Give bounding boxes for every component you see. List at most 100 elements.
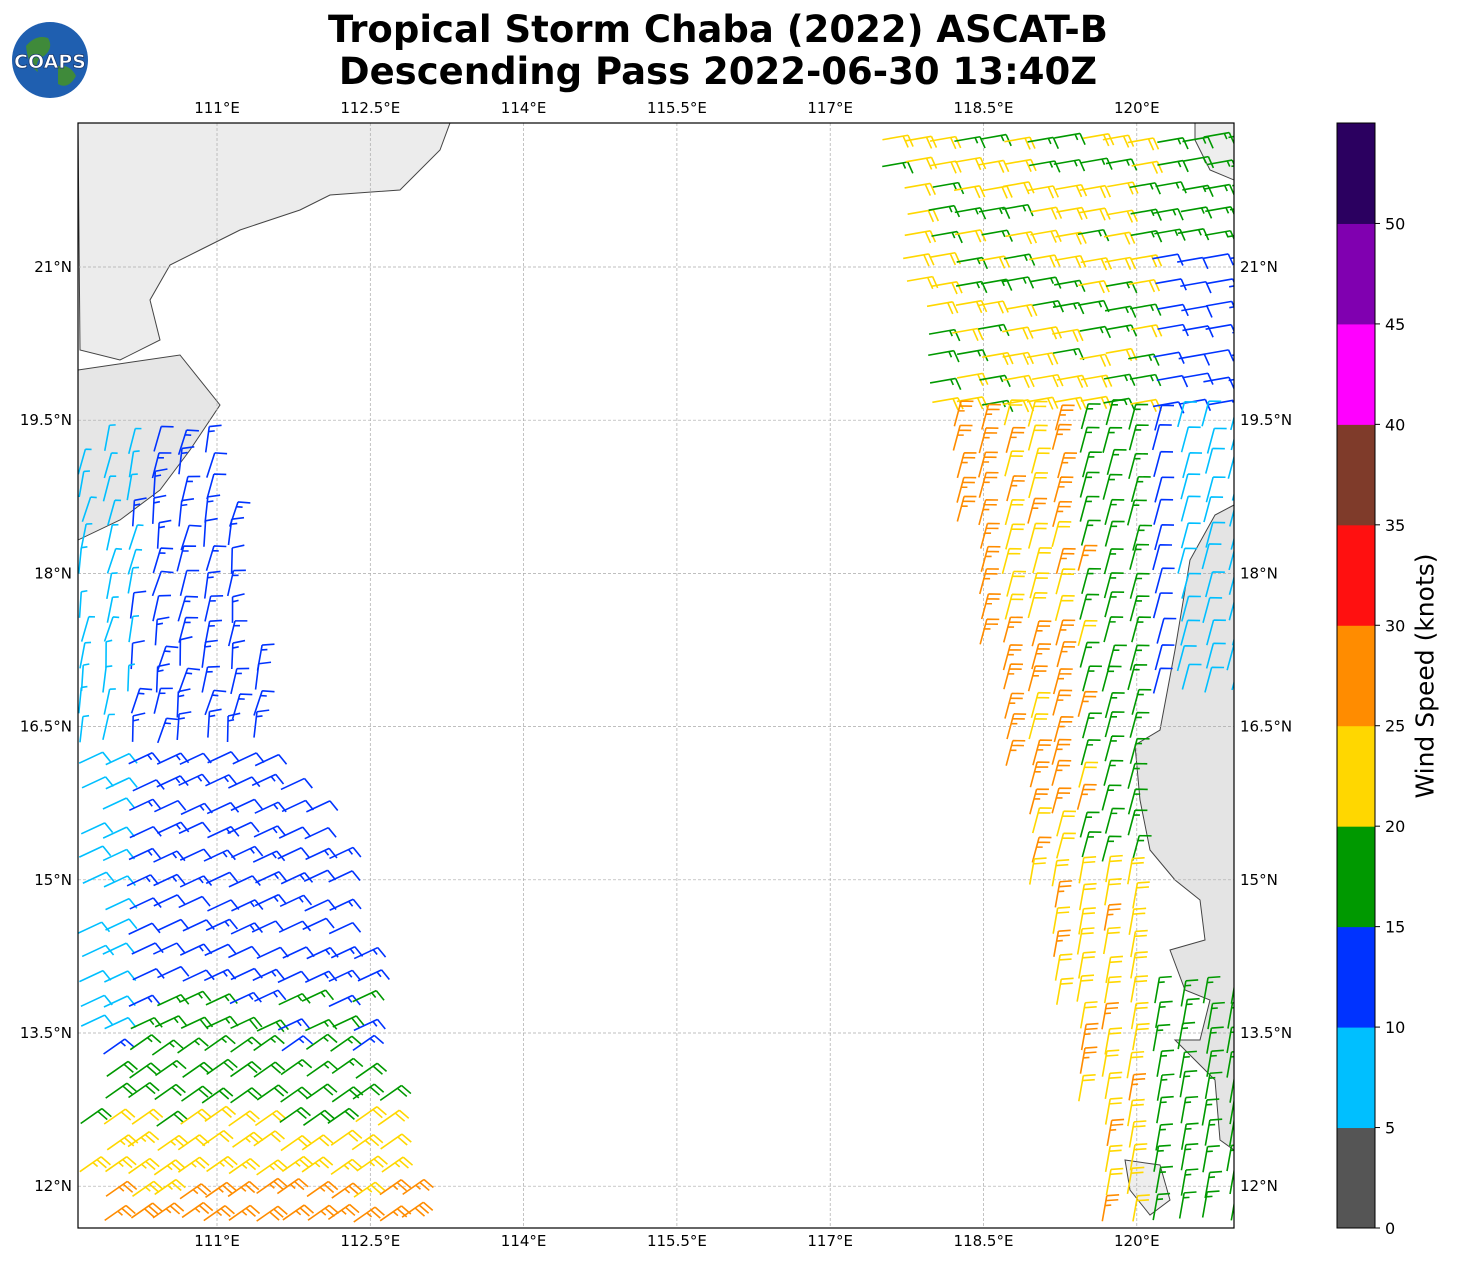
- lat-tick-label-left: 21°N: [34, 258, 72, 276]
- wind-barb: [179, 875, 213, 888]
- lon-tick-label-bottom: 118.5°E: [954, 1232, 1014, 1250]
- wind-barb: [80, 1014, 114, 1027]
- land-layer: [78, 123, 1234, 1228]
- wind-barb: [106, 596, 119, 623]
- colorbar-bin: [1337, 524, 1375, 626]
- wind-barb: [1127, 762, 1148, 789]
- wind-barb: [1106, 209, 1139, 223]
- wind-barb: [1129, 711, 1150, 738]
- wind-barb: [1027, 497, 1048, 524]
- wind-barb: [1076, 974, 1095, 1002]
- wind-barb: [1228, 378, 1234, 382]
- wind-barb: [982, 351, 1014, 366]
- wind-barb: [253, 709, 270, 738]
- wind-barb: [105, 777, 138, 790]
- wind-barb: [1103, 616, 1124, 643]
- wind-barb: [82, 871, 115, 884]
- wind-barb: [1131, 616, 1151, 643]
- wind-barb: [78, 685, 88, 714]
- wind-barb: [1154, 644, 1175, 671]
- wind-barb: [204, 1034, 236, 1052]
- wind-barb: [1154, 404, 1175, 431]
- wind-barb: [1104, 498, 1125, 526]
- wind-barb: [156, 775, 189, 788]
- wind-barb: [102, 475, 117, 502]
- wind-barb: [1031, 836, 1052, 863]
- wind-barb: [1030, 206, 1063, 220]
- wind-barb: [978, 471, 999, 498]
- wind-barb: [203, 849, 236, 862]
- wind-barb: [1005, 739, 1026, 766]
- wind-barb: [1104, 1144, 1123, 1173]
- wind-barb: [102, 797, 135, 810]
- wind-barb: [1207, 1001, 1225, 1030]
- wind-barb: [1026, 352, 1059, 366]
- wind-barb: [1005, 231, 1038, 245]
- wind-barb: [151, 570, 174, 597]
- wind-barb: [278, 920, 312, 933]
- wind-barb: [1230, 536, 1234, 550]
- wind-barb: [353, 1181, 386, 1198]
- wind-barb: [1181, 572, 1202, 599]
- colorbar-bin: [1337, 1027, 1375, 1129]
- wind-barb: [1153, 1144, 1171, 1172]
- wind-barb: [1131, 688, 1152, 715]
- wind-barb: [105, 918, 138, 931]
- wind-barb: [351, 1134, 384, 1151]
- wind-barb: [203, 1205, 235, 1222]
- wind-barb: [154, 799, 187, 813]
- wind-barb: [152, 942, 186, 955]
- wind-barb: [1029, 788, 1049, 815]
- wind-barb: [103, 1108, 136, 1125]
- wind-barb: [1051, 520, 1072, 548]
- wind-barb: [1031, 643, 1052, 670]
- wind-barb: [1204, 1118, 1223, 1146]
- wind-barb: [1105, 854, 1123, 883]
- wind-barb: [1076, 927, 1095, 955]
- wind-barb: [206, 801, 240, 815]
- wind-barb: [1127, 137, 1160, 151]
- wind-barb: [1080, 739, 1101, 766]
- colorbar-bin: [1337, 323, 1375, 425]
- wind-barb: [1206, 1026, 1224, 1054]
- lat-tick-label-right: 21°N: [1240, 258, 1278, 276]
- wind-barb: [251, 920, 285, 933]
- wind-barb: [154, 616, 170, 646]
- wind-barb: [1002, 644, 1023, 671]
- wind-barb: [80, 1107, 112, 1125]
- wind-barb: [1029, 572, 1050, 599]
- wind-barb: [1055, 619, 1076, 646]
- wind-barb: [128, 922, 161, 935]
- wind-barb: [127, 663, 136, 692]
- wind-barb: [1127, 1098, 1145, 1127]
- wind-barb: [1078, 856, 1097, 884]
- wind-barb: [1028, 713, 1049, 740]
- wind-barb: [1027, 592, 1048, 619]
- wind-barb: [252, 968, 285, 982]
- wind-barb: [78, 470, 90, 498]
- wind-barb: [1002, 351, 1034, 366]
- wind-barb: [1231, 400, 1234, 403]
- wind-barb: [1053, 476, 1074, 503]
- wind-barb: [179, 848, 213, 861]
- wind-barb: [1130, 929, 1148, 958]
- wind-barb: [130, 1202, 163, 1219]
- wind-barb: [1056, 810, 1076, 837]
- wind-barb: [1101, 1049, 1120, 1077]
- wind-barb: [230, 544, 245, 574]
- wind-barb: [329, 898, 362, 911]
- wind-barb: [1055, 183, 1088, 198]
- wind-barb: [227, 821, 260, 835]
- coaps-logo: COAPS: [12, 22, 88, 98]
- wind-barb: [127, 548, 143, 575]
- wind-barb: [1126, 499, 1147, 526]
- wind-barb: [128, 450, 140, 478]
- wind-barb: [253, 1061, 286, 1078]
- wind-barb: [1104, 1027, 1123, 1055]
- wind-barb: [977, 451, 998, 478]
- wind-barb: [1079, 1046, 1098, 1074]
- wind-barb: [379, 1084, 412, 1102]
- wind-barb: [1152, 1023, 1171, 1052]
- lat-tick-label-left: 19.5°N: [20, 411, 72, 429]
- wind-barb: [352, 1034, 385, 1052]
